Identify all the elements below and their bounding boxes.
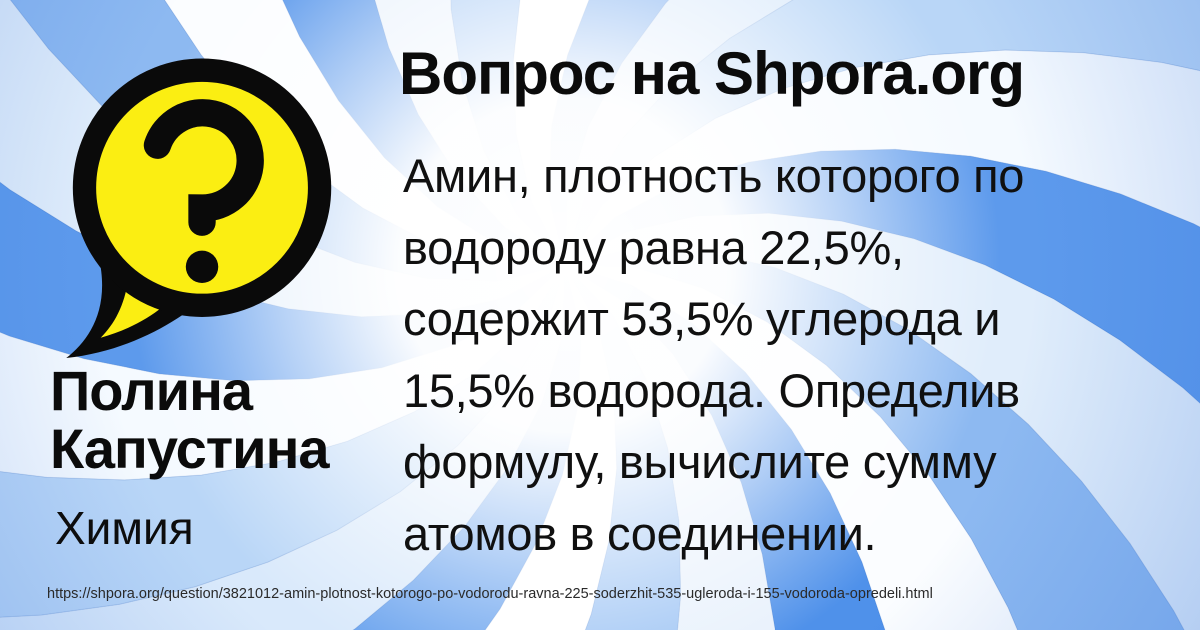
bubble-body	[72, 58, 332, 317]
author-last-name: Капустина	[50, 417, 330, 480]
question-line: 15,5% водорода. Определив	[403, 363, 1020, 417]
source-url: https://shpora.org/question/3821012-amin…	[47, 586, 933, 602]
author-first-name: Полина	[50, 359, 253, 422]
question-line: формулу, вычислите сумму	[403, 435, 997, 488]
question-mark-dot	[185, 250, 219, 284]
question-line: Амин, плотность которого по	[403, 149, 1025, 202]
question-bubble-icon	[66, 58, 332, 358]
author-name: Полина Капустина	[50, 362, 395, 478]
question-text: Амин, плотность которого по водороду рав…	[403, 140, 1123, 569]
question-line: водороду равна 22,5%,	[403, 220, 904, 274]
question-mark-glyph	[143, 99, 264, 236]
page-title: Вопрос на Shpora.org	[399, 40, 1025, 107]
subject-label: Химия	[55, 502, 194, 554]
question-line: атомов в соединении.	[403, 506, 877, 560]
question-line: содержит 53,5% углерода и	[403, 292, 1001, 345]
